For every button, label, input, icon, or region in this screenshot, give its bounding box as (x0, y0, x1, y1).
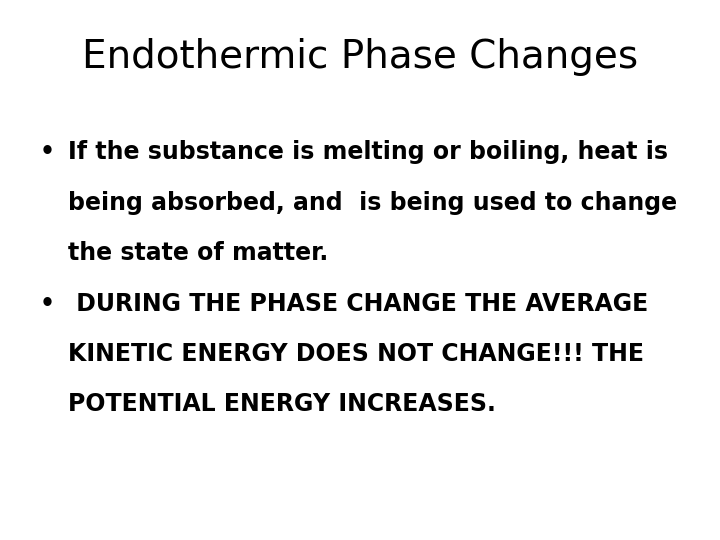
Text: •: • (40, 140, 55, 164)
Text: being absorbed, and  is being used to change: being absorbed, and is being used to cha… (68, 191, 678, 214)
Text: If the substance is melting or boiling, heat is: If the substance is melting or boiling, … (68, 140, 668, 164)
Text: DURING THE PHASE CHANGE THE AVERAGE: DURING THE PHASE CHANGE THE AVERAGE (68, 292, 649, 315)
Text: •: • (40, 292, 55, 315)
Text: Endothermic Phase Changes: Endothermic Phase Changes (82, 38, 638, 76)
Text: KINETIC ENERGY DOES NOT CHANGE!!! THE: KINETIC ENERGY DOES NOT CHANGE!!! THE (68, 342, 644, 366)
Text: POTENTIAL ENERGY INCREASES.: POTENTIAL ENERGY INCREASES. (68, 392, 496, 416)
Text: the state of matter.: the state of matter. (68, 241, 328, 265)
